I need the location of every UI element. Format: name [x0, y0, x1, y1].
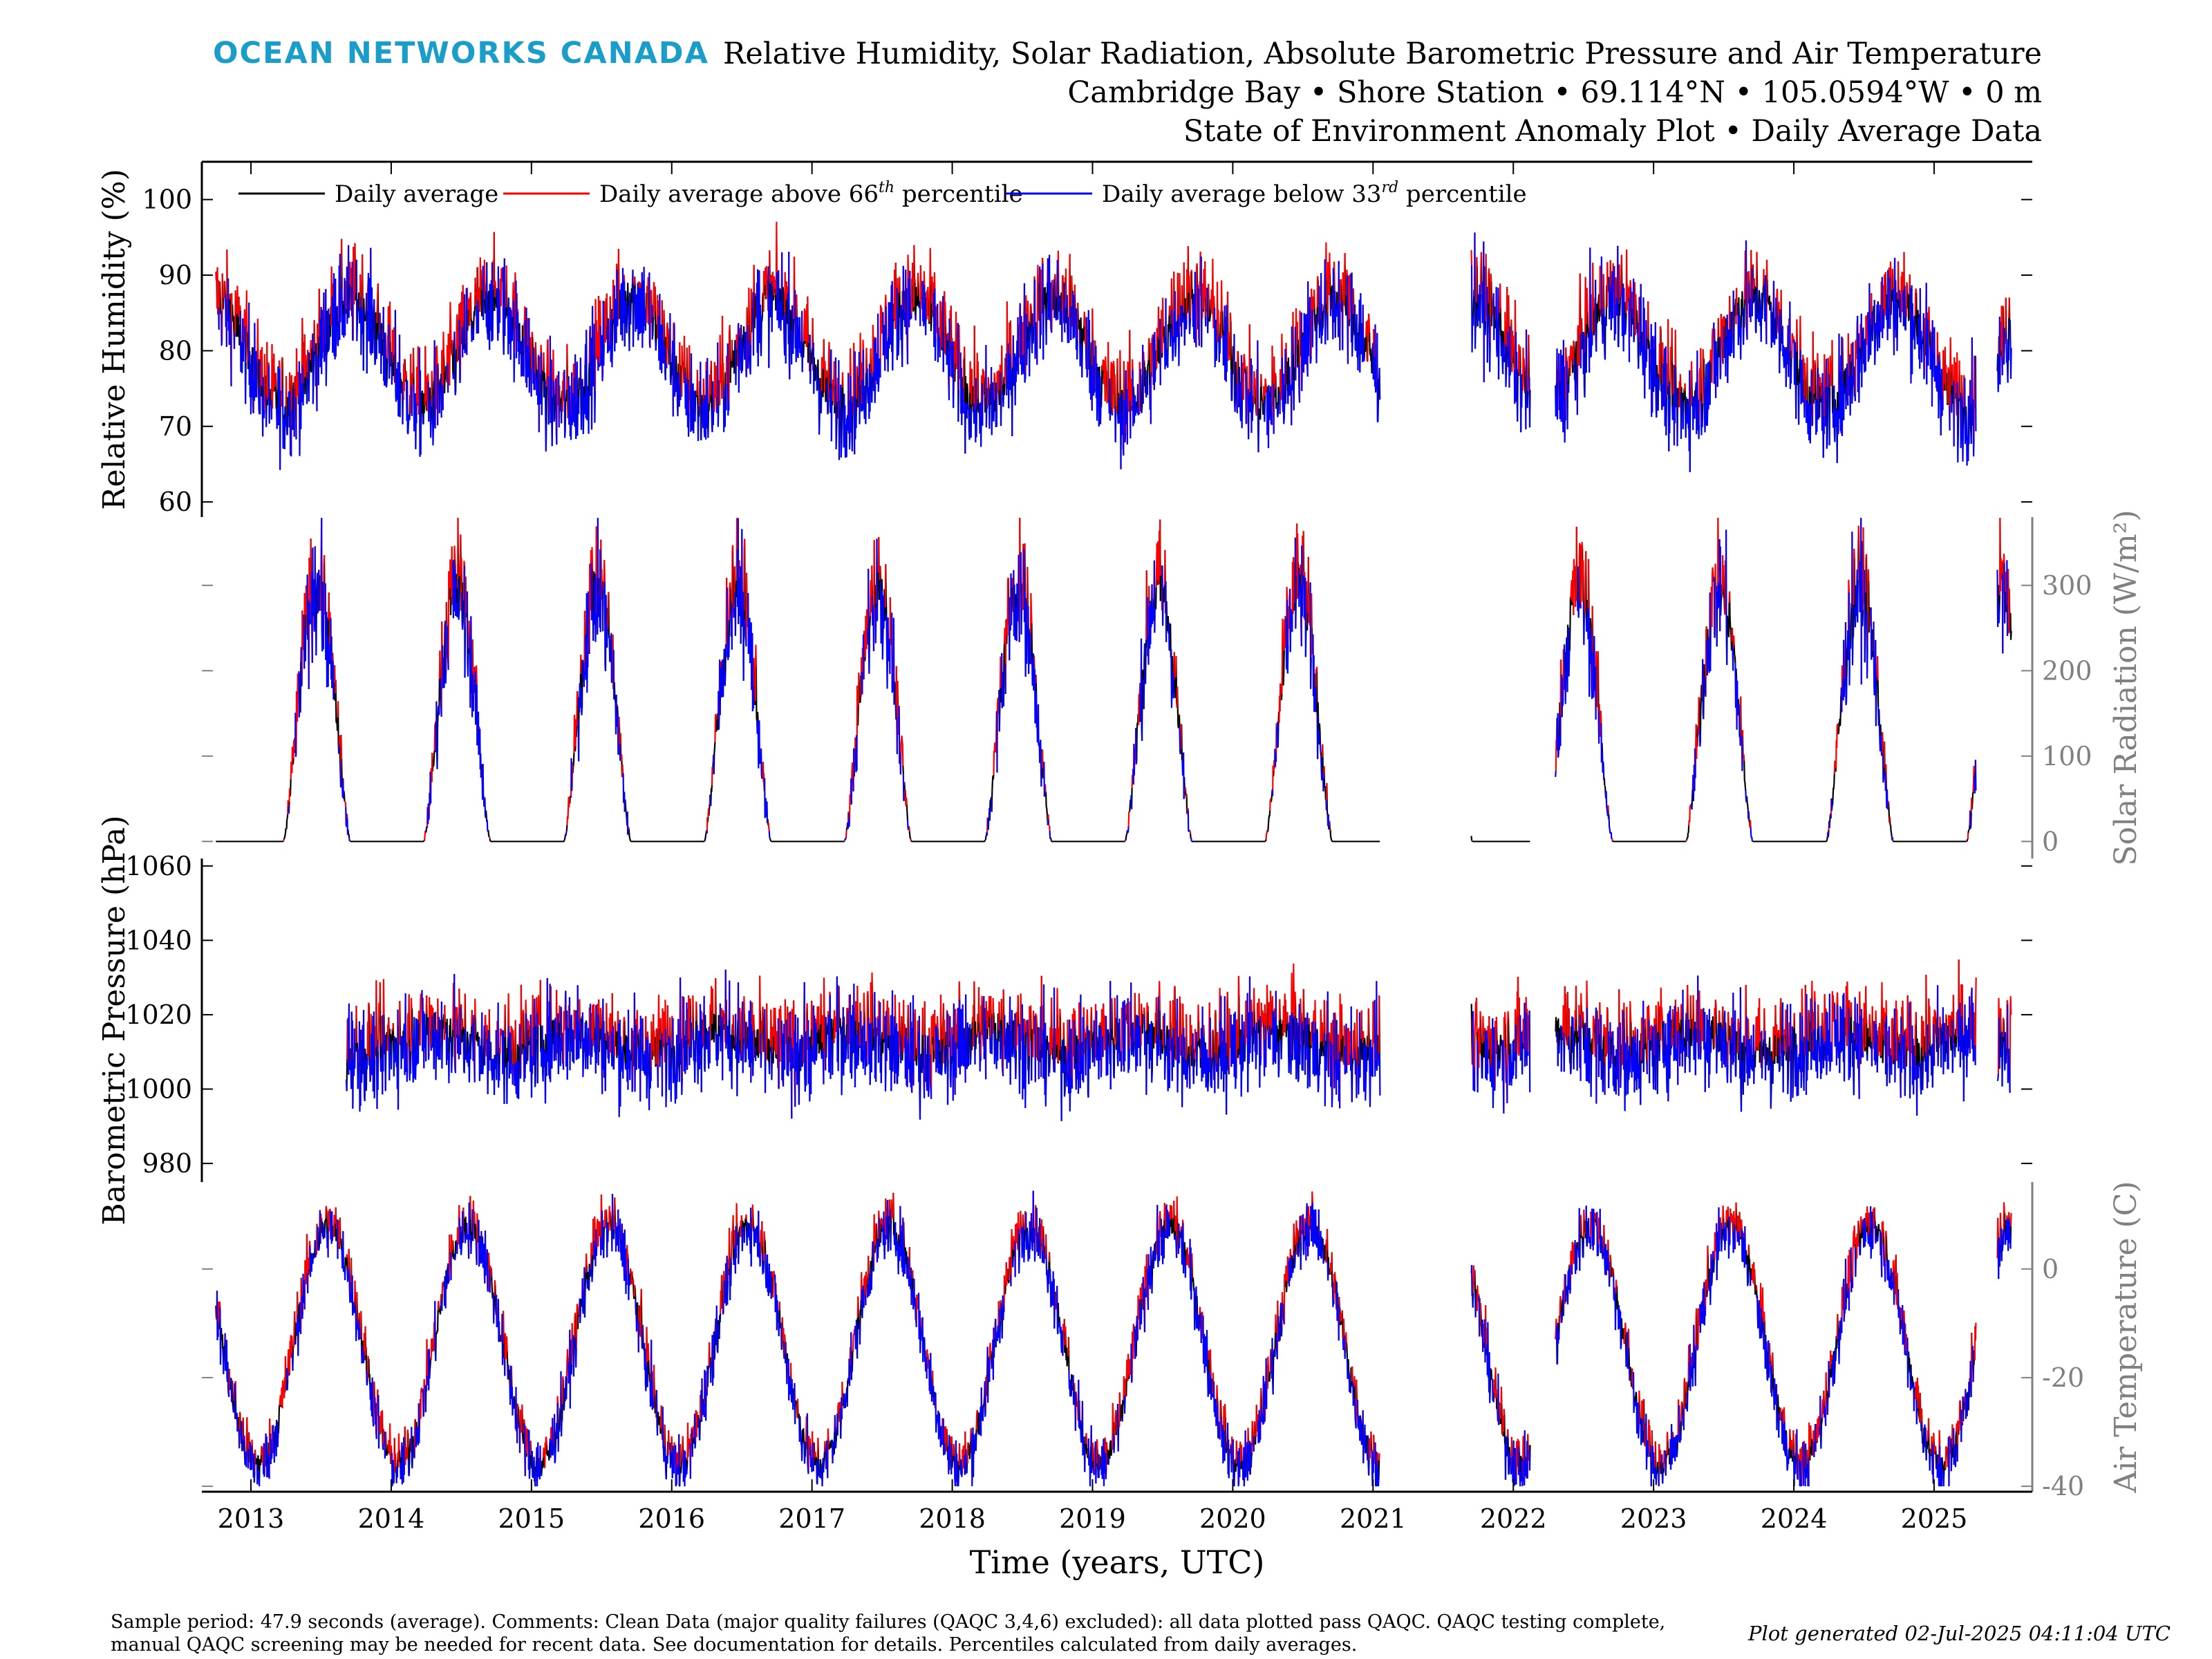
xtick-label: 2022 [1480, 1503, 1547, 1534]
humidity-ytick-label: 80 [159, 335, 192, 366]
humidity-ylabel: Relative Humidity (%) [97, 169, 132, 510]
footer-line-1: Sample period: 47.9 seconds (average). C… [111, 1611, 1666, 1633]
pressure-ytick-label: 1040 [125, 925, 192, 955]
solar-ytick-label: 200 [2042, 655, 2092, 686]
xtick-label: 2018 [919, 1503, 986, 1534]
solar-ytick-label: 0 [2042, 826, 2059, 856]
pressure-ytick-label: 1060 [125, 851, 192, 881]
plot-generated-timestamp: Plot generated 02-Jul-2025 04:11:04 UTC [1748, 1622, 2171, 1645]
temperature-ylabel: Air Temperature (C) [2108, 1181, 2144, 1493]
humidity-ytick-label: 60 [159, 487, 192, 517]
legend-label-average: Daily average [335, 180, 498, 208]
temperature-series-below [216, 1190, 2012, 1488]
legend: Daily average Daily average above 66th p… [238, 179, 1527, 208]
series-layer [215, 221, 2012, 1488]
solar-ytick-label: 300 [2042, 570, 2092, 601]
humidity-ytick-label: 90 [159, 260, 192, 290]
xtick-label: 2014 [358, 1503, 425, 1534]
pressure-ylabel: Barometric Pressure (hPa) [97, 815, 132, 1225]
xtick-label: 2023 [1620, 1503, 1687, 1534]
humidity-ytick-label: 100 [142, 185, 192, 215]
footer-line-2: manual QAQC screening may be needed for … [111, 1634, 1358, 1656]
pressure-series-below [345, 969, 2011, 1121]
humidity-series-below [218, 232, 2012, 473]
axes-layer: 60 70 80 90 100 Relative Humidity (%) 0 100 200 3… [97, 160, 2144, 1581]
temperature-ytick-label: -40 [2042, 1471, 2084, 1501]
legend-label-below: Daily average below 33rd percentile [1102, 179, 1527, 208]
pressure-ytick-label: 980 [142, 1148, 192, 1179]
xtick-label: 2017 [778, 1503, 845, 1534]
solar-ylabel: Solar Radiation (W/m²) [2108, 509, 2144, 865]
xtick-label: 2024 [1761, 1503, 1828, 1534]
legend-label-above: Daily average above 66th percentile [599, 179, 1023, 208]
x-axis-label: Time (years, UTC) [970, 1544, 1265, 1581]
xtick-label: 2021 [1340, 1503, 1407, 1534]
xtick-label: 2019 [1059, 1503, 1126, 1534]
xtick-label: 2016 [638, 1503, 705, 1534]
chart-title-line-2: Cambridge Bay • Shore Station • 69.114°N… [1067, 75, 2042, 110]
chart-title-block: Relative Humidity, Solar Radiation, Abso… [723, 35, 2042, 151]
humidity-ytick-label: 70 [159, 411, 192, 442]
solar-ytick-label: 100 [2042, 741, 2092, 771]
footer-notes: Sample period: 47.9 seconds (average). C… [111, 1611, 1756, 1656]
pressure-ytick-label: 1020 [125, 1000, 192, 1030]
solar-series-above [283, 518, 2010, 843]
xtick-label: 2015 [498, 1503, 565, 1534]
xtick-label: 2013 [218, 1503, 285, 1534]
chart-title-line-3: State of Environment Anomaly Plot • Dail… [1183, 114, 2042, 149]
pressure-ytick-label: 1000 [125, 1074, 192, 1105]
xtick-label: 2020 [1199, 1503, 1266, 1534]
temperature-ytick-label: 0 [2042, 1254, 2059, 1284]
chart-title-line-1: Relative Humidity, Solar Radiation, Abso… [723, 37, 2042, 71]
solar-series-below [285, 518, 2009, 843]
xtick-label: 2025 [1901, 1503, 1968, 1534]
solar-series-average [216, 518, 2012, 843]
temperature-ytick-label: -20 [2042, 1362, 2084, 1393]
brand-logo-text: OCEAN NETWORKS CANADA [213, 36, 709, 71]
